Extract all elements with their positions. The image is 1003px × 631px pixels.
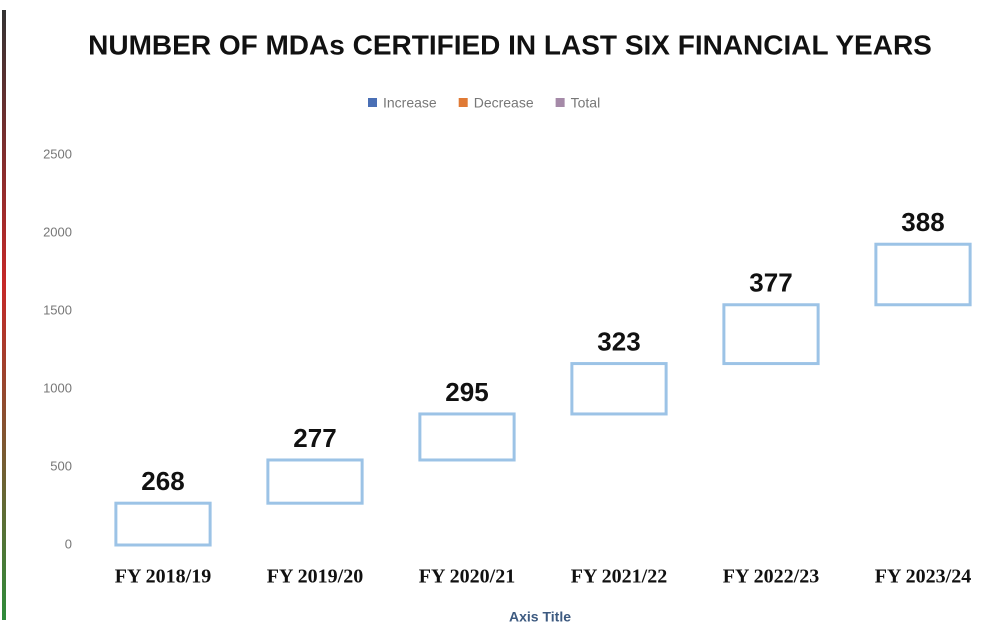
bar — [418, 412, 516, 462]
frame-edge — [2, 10, 6, 620]
x-tick-label: FY 2020/21 — [419, 566, 515, 588]
value-label: 323 — [597, 326, 640, 356]
y-tick-label: 2500 — [43, 146, 72, 161]
legend-label: Total — [571, 95, 601, 111]
y-tick-label: 1500 — [43, 302, 72, 317]
y-tick-label: 0 — [65, 536, 72, 551]
legend-swatch — [458, 98, 468, 107]
y-tick-label: 1000 — [43, 380, 72, 395]
bar — [114, 501, 212, 547]
value-label: 268 — [141, 466, 184, 496]
legend-swatch — [555, 98, 565, 107]
x-tick-label: FY 2018/19 — [115, 566, 211, 588]
value-label: 277 — [293, 423, 336, 453]
legend-label: Increase — [383, 95, 437, 111]
x-tick-label: FY 2022/23 — [723, 566, 819, 588]
chart-title: NUMBER OF MDAs CERTIFIED IN LAST SIX FIN… — [88, 29, 932, 60]
value-label: 377 — [749, 268, 792, 298]
legend-label: Decrease — [474, 95, 534, 111]
bar — [266, 458, 364, 505]
x-axis-title: Axis Title — [509, 609, 571, 625]
x-tick-label: FY 2023/24 — [875, 566, 971, 588]
x-tick-label: FY 2021/22 — [571, 566, 667, 588]
value-label: 295 — [445, 377, 488, 407]
value-label: 388 — [901, 207, 944, 237]
bar — [874, 242, 972, 307]
x-tick-label: FY 2019/20 — [267, 566, 363, 588]
y-tick-label: 500 — [50, 458, 72, 473]
bar — [722, 303, 820, 366]
bar — [570, 362, 668, 416]
y-tick-label: 2000 — [43, 224, 72, 239]
legend-swatch — [368, 98, 377, 107]
